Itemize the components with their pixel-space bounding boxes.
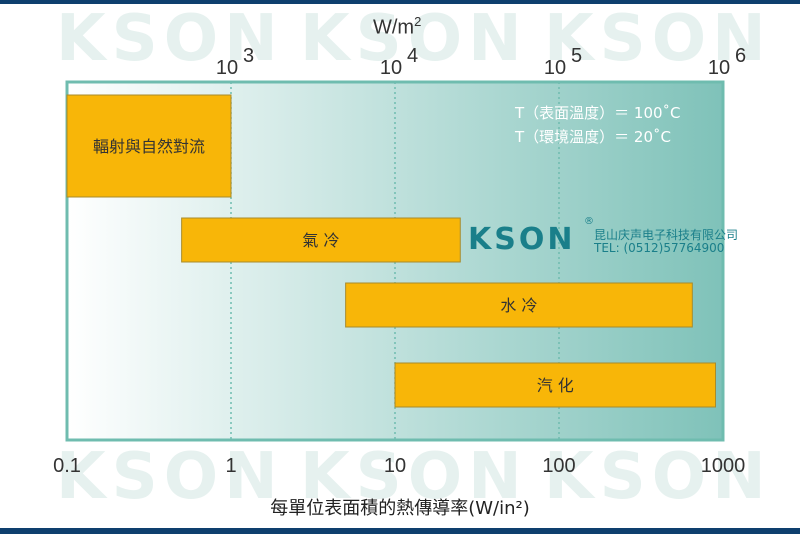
- frame-top-border: [0, 0, 800, 4]
- registered-mark: ®: [584, 216, 594, 227]
- watermark: KSON: [56, 2, 284, 76]
- bar-label: 汽 化: [537, 376, 574, 395]
- annotation-surface-temp: T（表面溫度）＝ 100˚C: [514, 104, 681, 122]
- ksON-logo: KSON: [468, 222, 576, 257]
- annotation-ambient-temp: T（環境溫度）＝ 20˚C: [514, 128, 671, 146]
- x-tick-label: 1: [225, 455, 236, 477]
- top-tick-label: 10: [544, 57, 566, 79]
- bar: [345, 282, 693, 328]
- top-tick-exponent: 6: [735, 45, 746, 67]
- bar-label: 水 冷: [500, 296, 537, 315]
- watermark: KSON: [544, 2, 772, 76]
- top-tick-exponent: 3: [243, 45, 254, 67]
- top-tick-exponent: 5: [571, 45, 582, 67]
- top-tick-label: 10: [216, 57, 238, 79]
- top-tick-exponent: 4: [407, 45, 418, 67]
- x-axis-label: 每單位表面積的熱傳導率(W/in²): [270, 498, 530, 519]
- x-tick-label: 100: [542, 455, 575, 477]
- watermark: KSON: [544, 440, 772, 514]
- watermark: KSON: [56, 440, 284, 514]
- bar: [66, 94, 232, 198]
- x-tick-label: 10: [384, 455, 406, 477]
- bar-label: 輻射與自然對流: [93, 137, 205, 156]
- x-tick-label: 0.1: [53, 455, 81, 477]
- company-name: 昆山庆声电子科技有限公司: [594, 228, 739, 242]
- bar: [394, 362, 716, 408]
- top-tick-label: 10: [708, 57, 730, 79]
- bar-label: 氣 冷: [302, 231, 339, 250]
- top-tick-label: 10: [380, 57, 402, 79]
- company-tel: TEL: (0512)57764900: [594, 241, 725, 255]
- x-tick-label: 1000: [701, 455, 746, 477]
- frame-bottom-border: [0, 528, 800, 534]
- bar: [181, 217, 461, 263]
- top-axis-unit: W/m2: [373, 14, 422, 39]
- watermark: KSON: [300, 440, 528, 514]
- watermark: KSON: [300, 2, 528, 76]
